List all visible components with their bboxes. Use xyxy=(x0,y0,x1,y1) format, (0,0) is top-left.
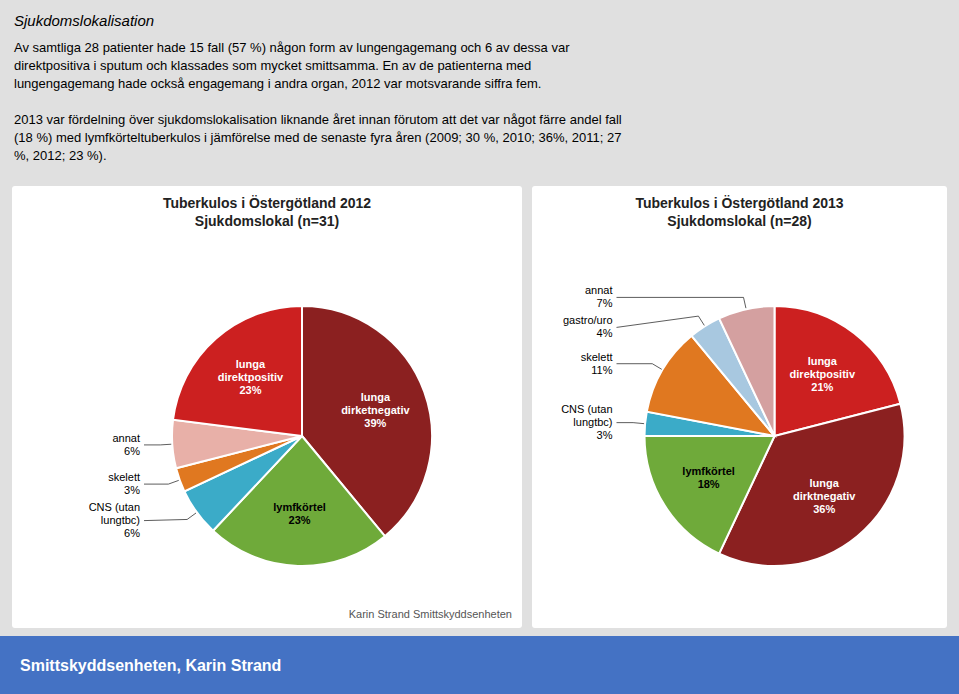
text-line: direktpositiv xyxy=(790,368,856,380)
slice-category: lymfkörtel xyxy=(682,465,735,477)
chart: Tuberkulos i Östergötland 2012 Sjukdomslo… xyxy=(12,186,522,628)
text-line: lungtbc) xyxy=(101,514,140,526)
leader-line xyxy=(144,444,171,446)
slice-value: 23% xyxy=(239,384,261,396)
slice-category: CNS (utanlungtbc) xyxy=(561,403,612,428)
paragraph: 2013 var fördelning över sjukdomslokalis… xyxy=(14,112,622,163)
page: Sjukdomslokalisation Av samtliga 28 patie… xyxy=(0,0,959,694)
leader-line xyxy=(617,316,705,327)
text-line: lunga xyxy=(361,391,391,403)
text-line: dirktnegativ xyxy=(793,490,856,502)
slice-category: lungadirketnegativ xyxy=(341,391,410,416)
chart-title: Tuberkulos i Östergötland 2013 Sjukdomslo… xyxy=(635,195,843,229)
slice-value: 7% xyxy=(597,297,613,309)
text-line: (18 %) med lymfkörteltuberkulos i jämför… xyxy=(14,130,621,145)
leader-line xyxy=(144,513,196,521)
text-line: Tuberkulos i Östergötland 2013 xyxy=(635,195,843,211)
pie-slice xyxy=(173,306,302,436)
chart-title: Tuberkulos i Östergötland 2012 Sjukdomslo… xyxy=(163,195,371,229)
page-background xyxy=(0,0,959,694)
text-line: skelett xyxy=(581,351,613,363)
text-line: lymfkörtel xyxy=(682,465,735,477)
annotation: Karin Strand Smittskyddsenheten xyxy=(349,608,512,620)
text-line: gastro/uro xyxy=(563,314,613,326)
footer-background xyxy=(0,636,959,694)
pie-slice xyxy=(645,436,775,554)
slice-value: 21% xyxy=(811,381,833,393)
text-line: lymfkörtel xyxy=(273,501,326,513)
slice-category: skelett xyxy=(108,471,140,483)
text-line: dirketnegativ xyxy=(341,404,410,416)
slice-value: 4% xyxy=(597,327,613,339)
text-line: CNS (utan xyxy=(561,403,612,415)
leader-line xyxy=(617,297,746,308)
text-line: %, 2012; 23 %). xyxy=(14,148,107,163)
slice-category: CNS (utanlungtbc) xyxy=(89,501,140,526)
slice-category: lungadirktnegativ xyxy=(793,477,856,502)
panel-background xyxy=(12,186,522,628)
slice-category: lungadirektpositiv xyxy=(218,358,284,383)
text-line: lungtbc) xyxy=(573,416,612,428)
text-line: 2013 var fördelning över sjukdomslokalis… xyxy=(14,112,622,127)
text-line: lunga xyxy=(808,355,838,367)
slice-category: annat xyxy=(585,284,613,296)
text-line: lunga xyxy=(810,477,840,489)
page-title: Sjukdomslokalisation xyxy=(14,12,154,29)
slice-category: annat xyxy=(112,432,140,444)
slices xyxy=(645,306,905,566)
text-line: lungengagemang hade också engagemang i a… xyxy=(14,76,541,91)
slice-value: 36% xyxy=(813,503,835,515)
slice-category: skelett xyxy=(581,351,613,363)
slice-value: 3% xyxy=(597,429,613,441)
panel-background xyxy=(532,186,947,628)
text-line: Av samtliga 28 patienter hade 15 fall (5… xyxy=(14,40,570,55)
slice-value: 11% xyxy=(591,364,612,376)
leader-line xyxy=(617,364,662,370)
leader-line xyxy=(617,423,645,424)
slice-category: gastro/uro xyxy=(563,314,613,326)
text-line: lunga xyxy=(236,358,266,370)
text-line: CNS (utan xyxy=(89,501,140,513)
slice-value: 39% xyxy=(364,417,386,429)
slice-value: 6% xyxy=(124,445,140,457)
data-labels: lungadirektpositiv21%lungadirktnegativ36… xyxy=(561,284,856,515)
text-line: Sjukdomslokal (n=31) xyxy=(195,213,339,229)
text-line: direktpositiva i sputum och klassades so… xyxy=(14,58,531,73)
slice-value: 3% xyxy=(124,484,140,496)
leader-line xyxy=(144,480,179,484)
slices xyxy=(172,306,432,566)
slice-value: 6% xyxy=(124,527,140,539)
pie-slice xyxy=(719,306,774,436)
slice-category: lungadirektpositiv xyxy=(790,355,856,380)
slice-value: 18% xyxy=(698,478,720,490)
chart: Tuberkulos i Östergötland 2013 Sjukdomslo… xyxy=(532,186,947,628)
text-line: skelett xyxy=(108,471,140,483)
slice-value: 23% xyxy=(289,514,311,526)
data-labels: lungadirketnegativ39%lymfkörtel23%lungad… xyxy=(89,358,411,539)
text-line: direktpositiv xyxy=(218,371,284,383)
text-line: annat xyxy=(112,432,140,444)
footer-text: Smittskyddsenheten, Karin Strand xyxy=(20,657,281,674)
text-line: Tuberkulos i Östergötland 2012 xyxy=(163,195,371,211)
paragraph: Av samtliga 28 patienter hade 15 fall (5… xyxy=(14,40,570,91)
text-line: Sjukdomslokal (n=28) xyxy=(667,213,811,229)
slice-category: lymfkörtel xyxy=(273,501,326,513)
text-line: annat xyxy=(585,284,613,296)
